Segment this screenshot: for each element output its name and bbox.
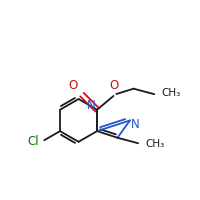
- Text: O: O: [110, 79, 119, 92]
- Text: N: N: [130, 118, 139, 131]
- Text: N: N: [87, 99, 96, 112]
- Text: Cl: Cl: [28, 135, 39, 148]
- Text: CH₃: CH₃: [161, 88, 180, 98]
- Text: O: O: [69, 79, 78, 92]
- Text: CH₃: CH₃: [145, 139, 164, 149]
